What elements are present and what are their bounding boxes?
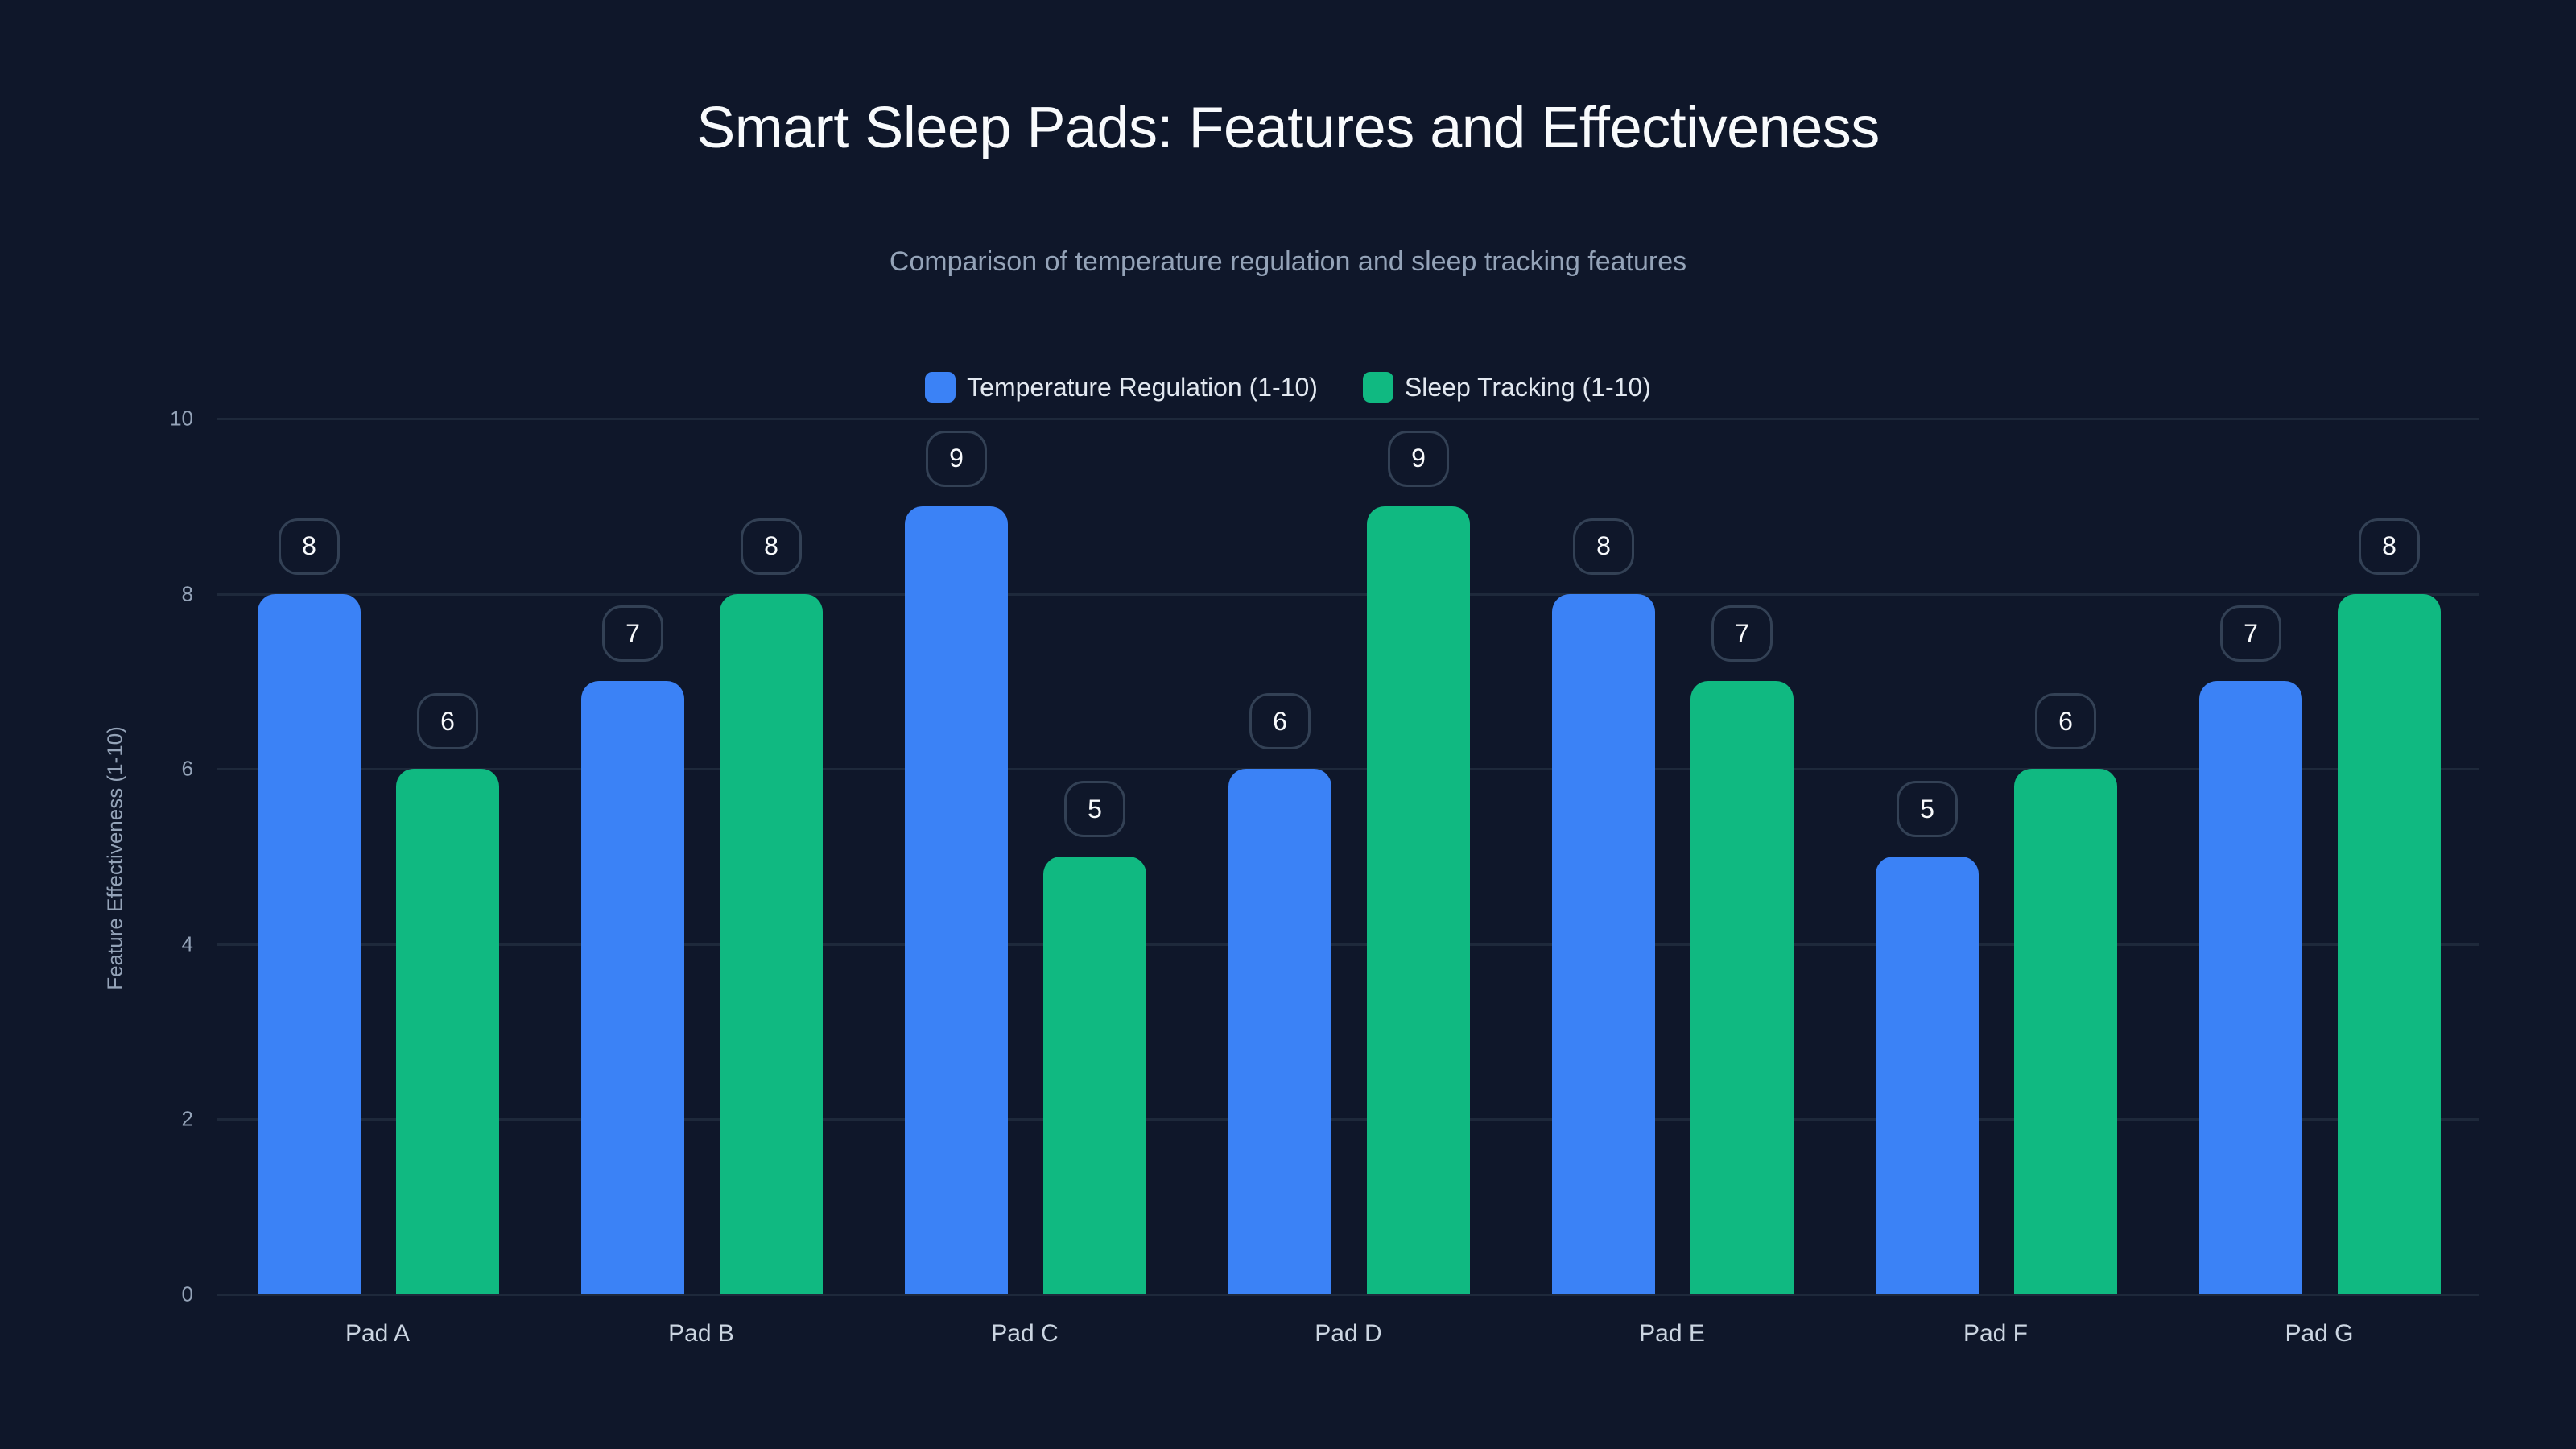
x-tick-label: Pad C bbox=[991, 1320, 1059, 1347]
x-tick-label: Pad G bbox=[2285, 1320, 2354, 1347]
gridline bbox=[217, 768, 2479, 771]
y-tick-label: 4 bbox=[181, 931, 193, 956]
data-label: 8 bbox=[1573, 518, 1634, 575]
y-axis-label: Feature Effectiveness (1-10) bbox=[102, 726, 127, 990]
y-tick-label: 8 bbox=[181, 581, 193, 606]
data-label: 7 bbox=[1711, 605, 1773, 663]
gridline bbox=[217, 418, 2479, 420]
y-tick-label: 2 bbox=[181, 1106, 193, 1131]
bar-temperature[interactable] bbox=[1552, 593, 1655, 1294]
bar-sleep[interactable] bbox=[1367, 506, 1470, 1294]
y-tick-label: 6 bbox=[181, 756, 193, 781]
bar-sleep[interactable] bbox=[1043, 857, 1146, 1294]
legend-swatch-sleep bbox=[1362, 372, 1393, 402]
data-label: 7 bbox=[602, 605, 663, 663]
x-tick-label: Pad F bbox=[1963, 1320, 2029, 1347]
gridline bbox=[217, 943, 2479, 946]
data-label: 6 bbox=[1249, 693, 1311, 750]
chart-subtitle: Comparison of temperature regulation and… bbox=[889, 246, 1687, 277]
bar-temperature[interactable] bbox=[258, 593, 361, 1294]
bar-temperature[interactable] bbox=[1228, 769, 1331, 1294]
data-label: 5 bbox=[1897, 781, 1958, 837]
bar-sleep[interactable] bbox=[2338, 593, 2441, 1294]
legend-label-temperature: Temperature Regulation (1-10) bbox=[967, 372, 1318, 402]
data-label: 6 bbox=[2035, 693, 2096, 750]
data-label: 8 bbox=[2359, 518, 2420, 575]
data-label: 7 bbox=[2220, 605, 2281, 663]
gridline bbox=[217, 1118, 2479, 1121]
x-tick-label: Pad E bbox=[1639, 1320, 1705, 1347]
data-label: 9 bbox=[926, 430, 987, 487]
bar-sleep[interactable] bbox=[1690, 681, 1794, 1294]
data-label: 8 bbox=[279, 518, 340, 575]
bar-temperature[interactable] bbox=[581, 681, 684, 1294]
legend-item-temperature[interactable]: Temperature Regulation (1-10) bbox=[925, 372, 1318, 402]
x-tick-label: Pad A bbox=[345, 1320, 411, 1347]
bar-temperature[interactable] bbox=[1876, 857, 1979, 1294]
chart-title: Smart Sleep Pads: Features and Effective… bbox=[696, 96, 1880, 160]
x-tick-label: Pad D bbox=[1315, 1320, 1382, 1347]
bar-sleep[interactable] bbox=[2014, 769, 2117, 1294]
legend-swatch-temperature bbox=[925, 372, 956, 402]
bar-sleep[interactable] bbox=[396, 769, 499, 1294]
data-label: 6 bbox=[417, 693, 478, 750]
data-label: 8 bbox=[741, 518, 802, 575]
legend-item-sleep[interactable]: Sleep Tracking (1-10) bbox=[1362, 372, 1651, 402]
y-tick-label: 10 bbox=[170, 406, 193, 431]
data-label: 9 bbox=[1388, 430, 1449, 487]
legend: Temperature Regulation (1-10) Sleep Trac… bbox=[0, 372, 2576, 402]
gridline bbox=[217, 592, 2479, 596]
bar-temperature[interactable] bbox=[905, 506, 1008, 1294]
bar-sleep[interactable] bbox=[720, 593, 823, 1294]
gridline bbox=[217, 1294, 2479, 1296]
legend-label-sleep: Sleep Tracking (1-10) bbox=[1404, 372, 1651, 402]
y-tick-label: 0 bbox=[181, 1282, 193, 1307]
data-label: 5 bbox=[1064, 781, 1125, 837]
x-tick-label: Pad B bbox=[668, 1320, 734, 1347]
bar-temperature[interactable] bbox=[2199, 681, 2302, 1294]
